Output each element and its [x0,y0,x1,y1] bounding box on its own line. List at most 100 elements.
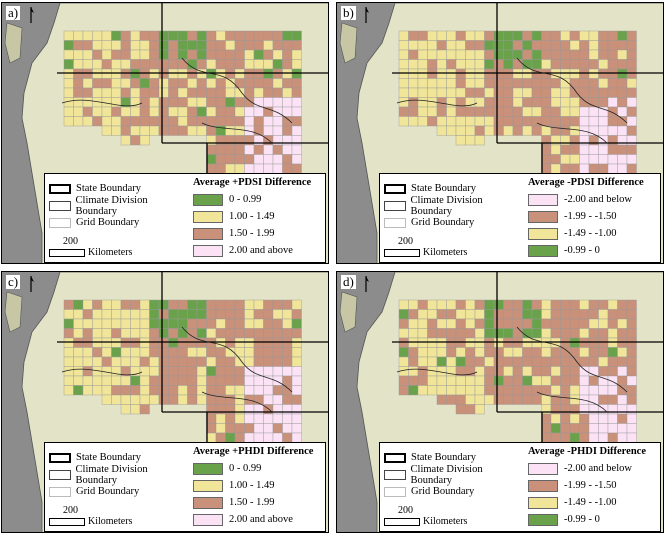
grid-cell [120,116,131,127]
grid-cell [253,116,264,127]
state-boundary-symbol [49,183,71,194]
grid-cell [484,385,495,396]
grid-cell [234,144,245,155]
grid-cell [503,347,514,358]
island-landmass [339,22,358,64]
grid-cell [111,30,122,41]
grid-cell [484,97,495,108]
grid-cell [465,125,476,136]
grid-cell [130,106,141,117]
grid-cell [187,106,198,117]
grid-cell [474,385,485,396]
grid-cell [607,318,618,329]
class-swatch [528,513,558,526]
grid-cell [206,154,217,165]
grid-cell [139,135,150,146]
grid-cell [560,366,571,377]
grid-cell [522,375,533,386]
grid-cell [291,78,302,89]
grid-cell [455,40,466,51]
grid-cell [168,366,179,377]
grid-cell [446,106,457,117]
grid-cell [139,299,150,310]
climate-division-line [201,122,273,144]
grid-cell [130,347,141,358]
grid-cell [427,385,438,396]
grid-cell [187,309,198,320]
grid-cell [607,385,618,396]
legend-title: Average +PDSI Difference [193,177,312,188]
grid-cell [263,40,274,51]
grid-cell [282,318,293,329]
grid-cell [177,366,188,377]
class-label: 1.00 - 1.49 [229,211,275,222]
grid-cell [101,356,112,367]
grid-cell [512,356,523,367]
legend-title: Average -PDSI Difference [528,177,644,188]
grid-cell [427,299,438,310]
grid-cell [196,97,207,108]
grid-cell [503,68,514,79]
grid-cell [598,154,609,165]
grid-cell [187,125,198,136]
grid-cell [139,106,150,117]
grid-cell [436,68,447,79]
grid-cell [234,106,245,117]
grid-cell [225,154,236,165]
grid-cell [120,385,131,396]
grid-cell [158,49,169,60]
grid-cell [607,97,618,108]
grid-cell [111,106,122,117]
grid-cell [206,49,217,60]
grid-cell [272,59,283,70]
grid-cell [101,337,112,348]
grid-cell [187,385,198,396]
grid-cell [291,154,302,165]
grid-cell [187,299,198,310]
grid-cell [139,30,150,41]
grid-cell [588,68,599,79]
grid-cell [253,385,264,396]
grid-cell [503,385,514,396]
grid-cell [436,318,447,329]
grid-cell [398,78,409,89]
grid-boundary-label: Grid Boundary [411,486,475,497]
grid-cell [272,309,283,320]
grid-cell [436,116,447,127]
grid-cell [187,116,198,127]
grid-cell [168,40,179,51]
grid-cell [234,299,245,310]
grid-cell [512,59,523,70]
grid-cell [101,59,112,70]
grid-cell [291,375,302,386]
grid-cell [484,309,495,320]
grid-cell [579,385,590,396]
grid-cell [436,356,447,367]
grid-cell [408,299,419,310]
class-label: 2.00 and above [229,514,293,525]
grid-cell [626,154,637,165]
grid-cell [512,68,523,79]
grid-cell [139,337,150,348]
grid-cell [82,318,93,329]
climate-division-symbol [49,200,71,211]
grid-cell [253,78,264,89]
grid-cell [272,78,283,89]
grid-cell [446,356,457,367]
grid-cell [272,144,283,155]
scale-unit: Kilometers [88,516,133,527]
grid-cell [541,106,552,117]
legend: State Boundary Climate Division Boundary… [44,442,326,532]
grid-cell [484,125,495,136]
grid-cell [244,309,255,320]
scale-value: 200 [398,505,413,516]
grid-cell [291,87,302,98]
grid-cell [187,40,198,51]
grid-cell [196,318,207,329]
grid-cell [73,309,84,320]
grid-cell [158,78,169,89]
grid-cell [512,366,523,377]
grid-cell [588,78,599,89]
grid-cell [63,40,74,51]
grid-cell [82,375,93,386]
